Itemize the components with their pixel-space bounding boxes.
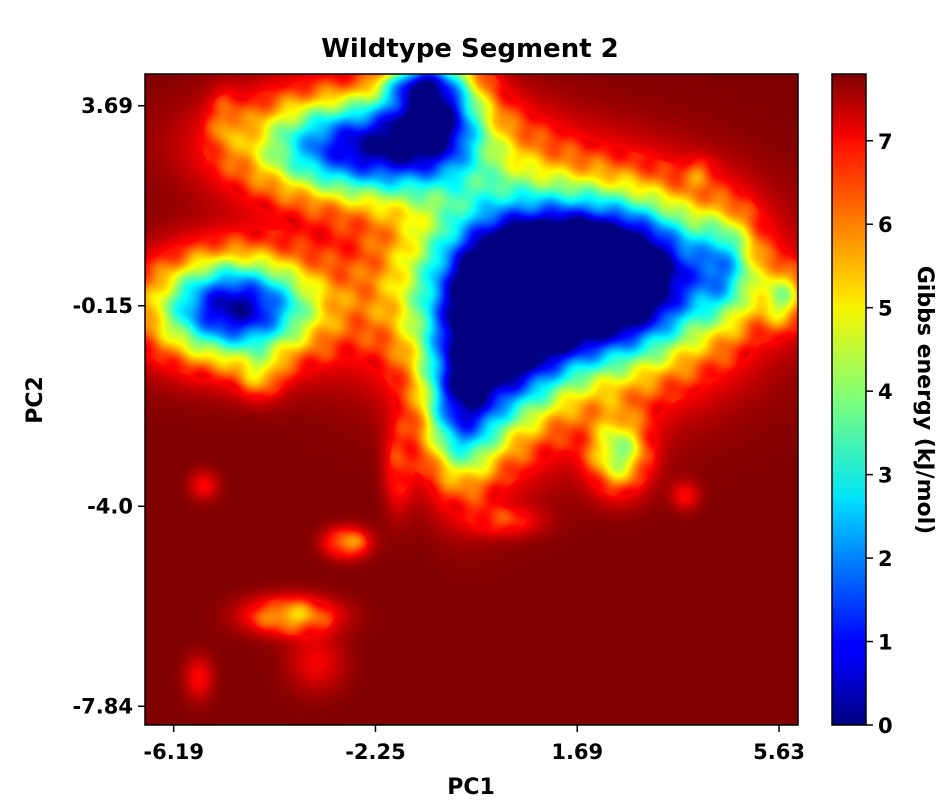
y-axis: 3.69 -0.15 -4.0 -7.84 xyxy=(72,94,145,718)
colorbar-tick-label: 5 xyxy=(878,297,893,321)
x-tick-label: -2.25 xyxy=(345,740,406,764)
y-tick-label: -7.84 xyxy=(72,694,133,718)
chart-title: Wildtype Segment 2 xyxy=(321,34,619,64)
colorbar: 0 1 2 3 4 5 6 7 Gibbs energy (kJ/mol) xyxy=(831,73,937,738)
y-axis-label: PC2 xyxy=(23,376,48,424)
plot-area xyxy=(144,73,799,726)
colorbar-tick-label: 7 xyxy=(878,130,893,154)
colorbar-tick-label: 6 xyxy=(878,213,893,237)
x-tick-label: 1.69 xyxy=(551,740,603,764)
colorbar-tick-label: 3 xyxy=(878,464,893,488)
colorbar-tick-label: 0 xyxy=(878,714,893,738)
y-tick-label: -4.0 xyxy=(87,494,133,518)
colorbar-gradient xyxy=(831,73,867,726)
colorbar-tick-label: 2 xyxy=(878,547,893,571)
heatmap-frame xyxy=(145,74,798,725)
colorbar-ticks: 0 1 2 3 4 5 6 7 xyxy=(866,130,893,738)
x-tick-label: -6.19 xyxy=(143,740,204,764)
y-tick-label: 3.69 xyxy=(81,94,133,118)
colorbar-label: Gibbs energy (kJ/mol) xyxy=(912,266,937,535)
colorbar-tick-label: 1 xyxy=(878,631,893,655)
colorbar-tick-label: 4 xyxy=(878,380,893,404)
heatmap-image xyxy=(145,74,798,725)
y-tick-label: -0.15 xyxy=(72,294,133,318)
x-axis-label: PC1 xyxy=(447,775,495,798)
x-tick-label: 5.63 xyxy=(753,740,805,764)
plot-border xyxy=(144,73,799,726)
x-axis: -6.19 -2.25 1.69 5.63 xyxy=(143,725,805,764)
